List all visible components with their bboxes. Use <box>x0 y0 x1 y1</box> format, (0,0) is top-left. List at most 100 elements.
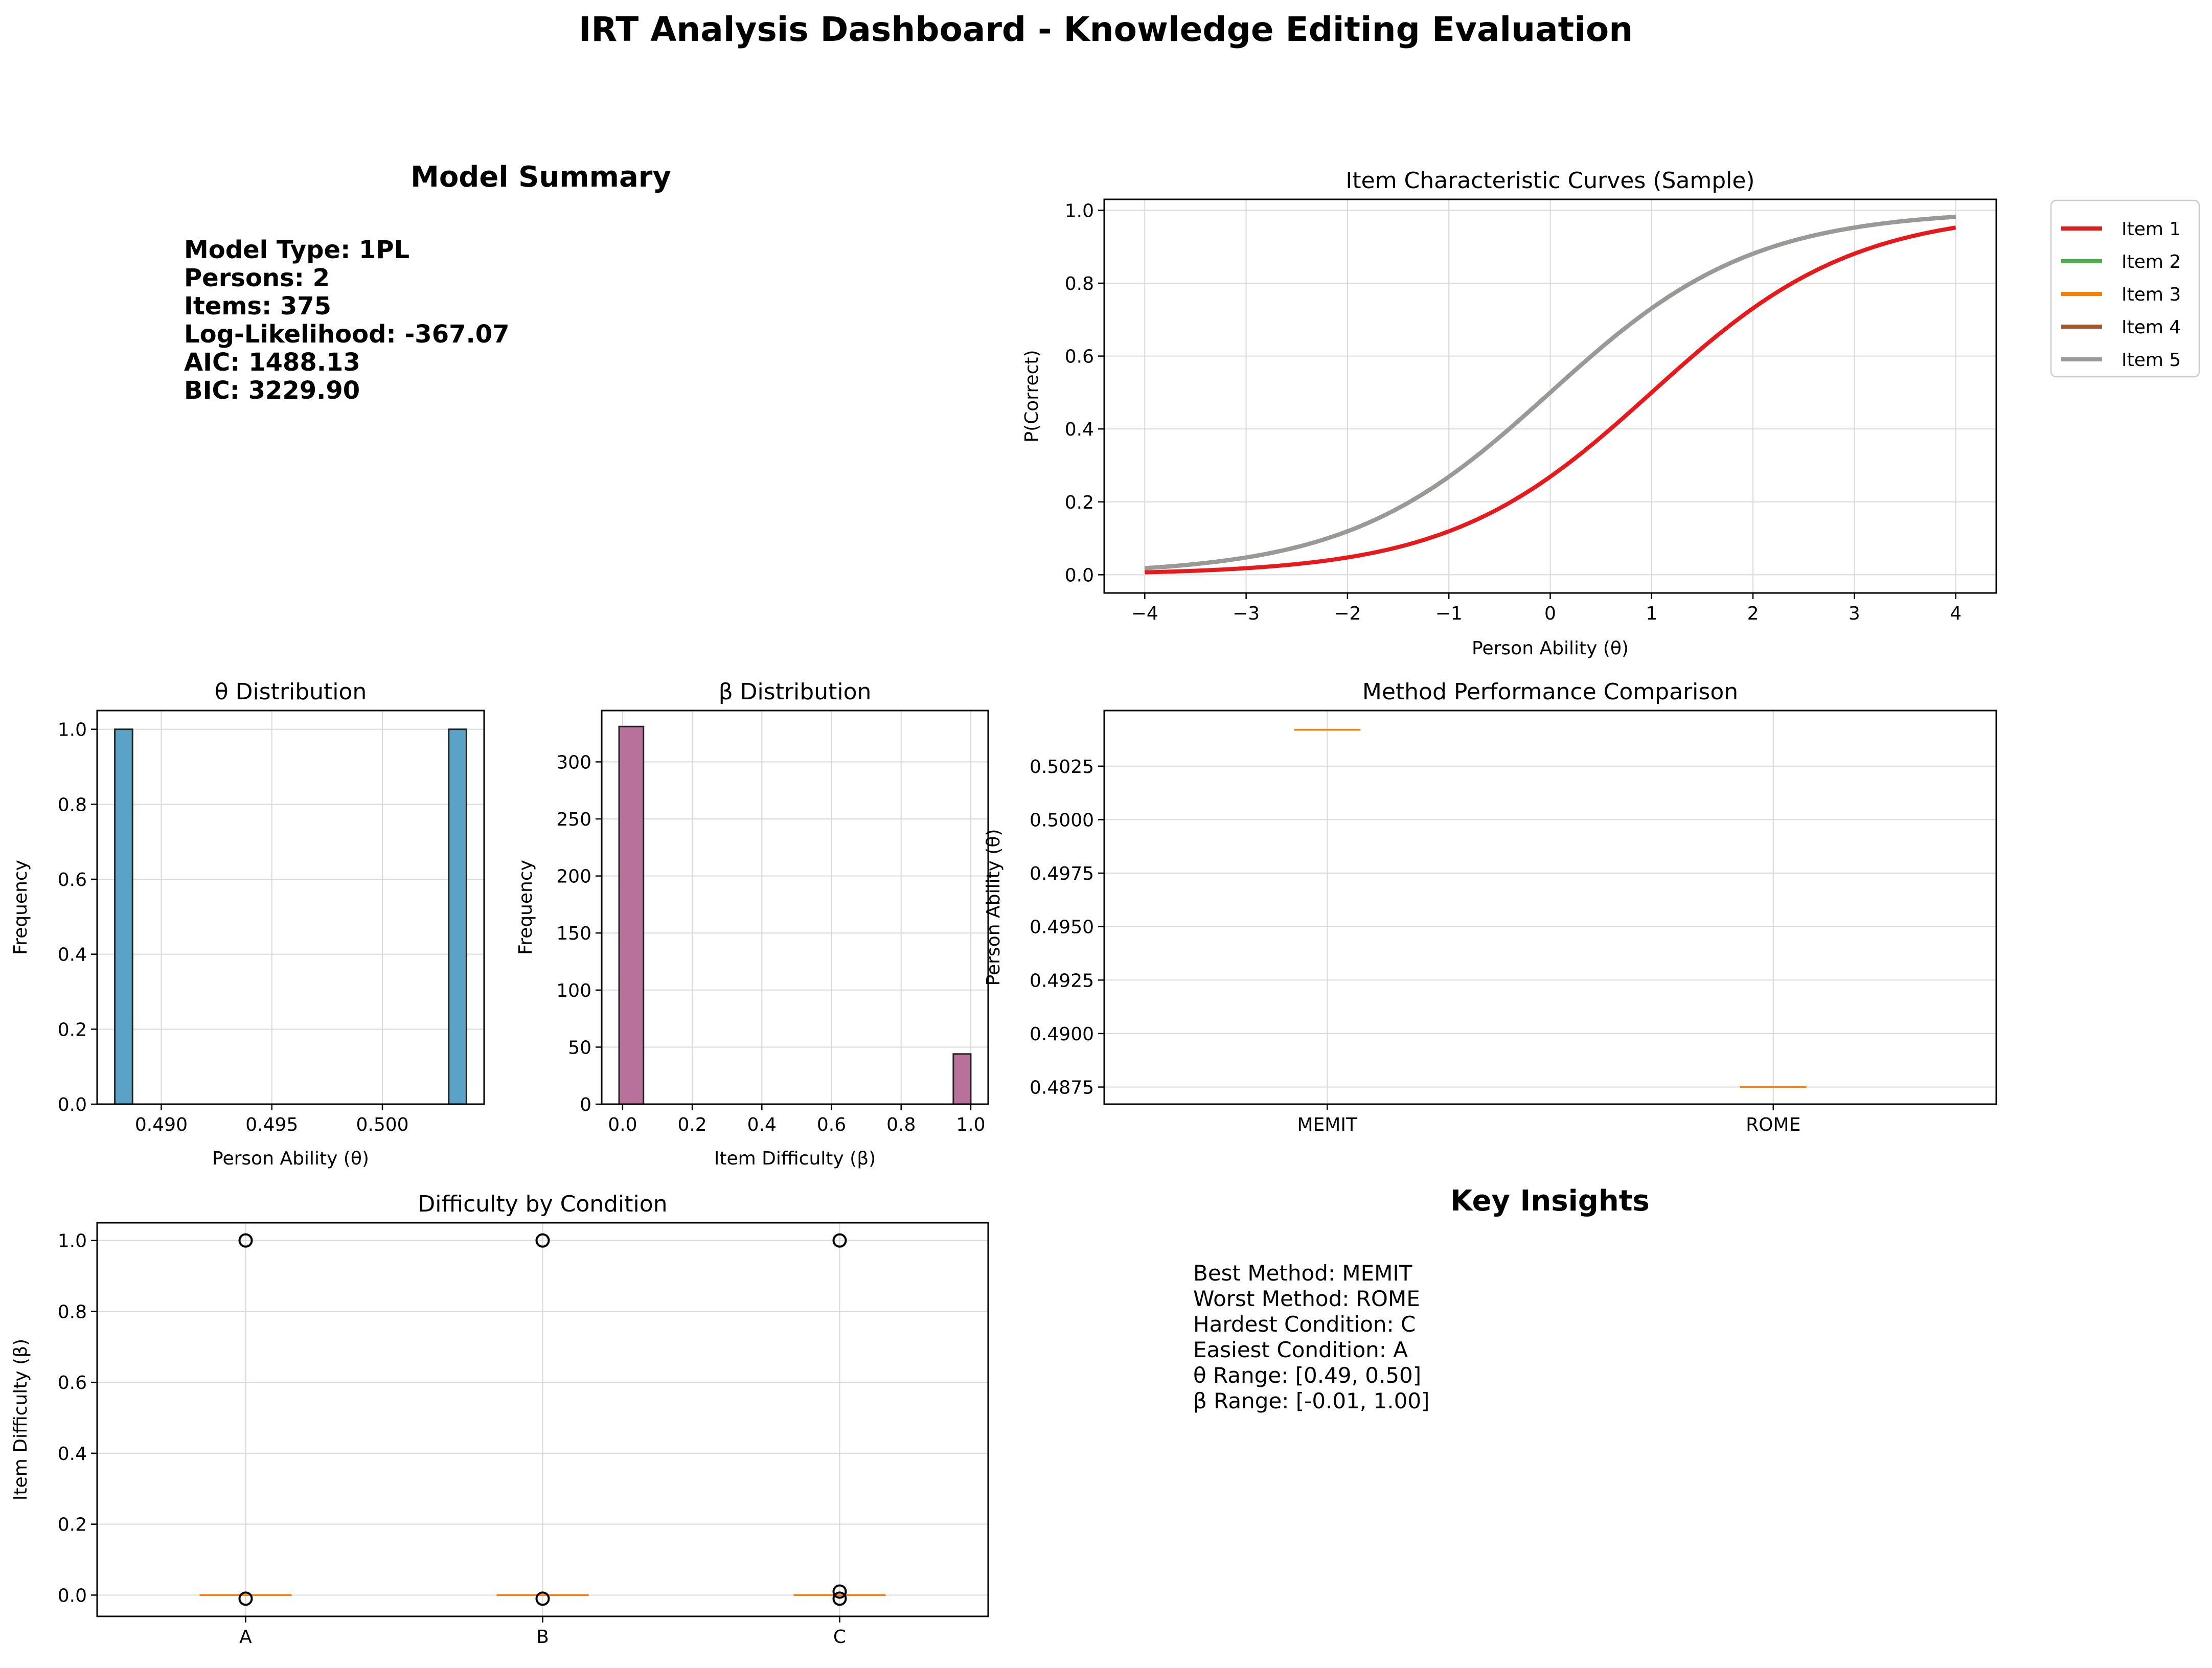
summary-items: Items: 375 <box>184 292 331 321</box>
theta-x-tick-label: 0.495 <box>245 1114 298 1135</box>
theta-y-tick-label: 0.2 <box>58 1019 87 1040</box>
condition-plot-frame <box>96 1222 989 1617</box>
method-y-tick-label: 0.4925 <box>1030 970 1094 991</box>
icc-x-tick-label: 3 <box>1849 603 1860 624</box>
summary-model-type: Model Type: 1PL <box>184 236 409 264</box>
method-title: Method Performance Comparison <box>1362 679 1738 705</box>
icc-x-tick-label: −4 <box>1131 603 1158 624</box>
icc-x-tick-label: −3 <box>1233 603 1260 624</box>
icc-legend-label: Item 2 <box>2122 252 2181 272</box>
charts-layer: 0.0 0.2 0.4 0.6 0.8 1.0 −4 −3 −2 −1 0 1 2 3 4 Item Char… <box>10 168 2200 1648</box>
theta-chart: 0.0 0.2 0.4 0.6 0.8 1.0 0.490 0.495 0.500 θ Distr… <box>10 679 485 1169</box>
theta-x-axis-label: Person Ability (θ) <box>212 1148 369 1169</box>
icc-x-tick-label: 0 <box>1544 603 1556 624</box>
beta-y-tick-label: 50 <box>568 1037 591 1058</box>
method-chart: 0.4875 0.4900 0.4925 0.4950 0.4975 0.5000 0.50… <box>983 679 1997 1135</box>
method-plot-frame <box>1103 710 1997 1105</box>
beta-y-axis-label: Frequency <box>515 860 536 955</box>
icc-legend-box <box>2050 199 2200 378</box>
key-insights-panel: Key Insights Best Method: MEMIT Worst Me… <box>1193 1184 1650 1413</box>
condition-outlier-point-C <box>832 1233 847 1248</box>
beta-y-tick-label: 250 <box>556 809 591 830</box>
method-y-tick-label: 0.4950 <box>1030 917 1094 938</box>
condition-y-tick-label: 0.4 <box>58 1444 87 1465</box>
method-x-tick-label: ROME <box>1746 1114 1800 1135</box>
icc-x-tick-label: 4 <box>1950 603 1962 624</box>
condition-y-tick-label: 0.8 <box>58 1301 87 1322</box>
dashboard-title: IRT Analysis Dashboard - Knowledge Editi… <box>579 10 1633 49</box>
beta-y-tick-label: 200 <box>556 866 591 887</box>
icc-chart: 0.0 0.2 0.4 0.6 0.8 1.0 −4 −3 −2 −1 0 1 2 3 4 Item Char… <box>1021 168 2200 659</box>
icc-legend-label: Item 4 <box>2122 317 2181 338</box>
condition-y-tick-label: 0.0 <box>58 1585 87 1606</box>
method-y-tick-label: 0.4900 <box>1030 1024 1094 1045</box>
icc-y-tick-label: 0.4 <box>1065 419 1094 440</box>
condition-outlier-point-B <box>535 1591 550 1606</box>
icc-legend-label: Item 5 <box>2122 350 2181 371</box>
condition-outlier-point-C <box>832 1584 847 1599</box>
theta-y-tick-label: 0.4 <box>58 945 87 966</box>
icc-y-tick-label: 0.0 <box>1065 565 1094 586</box>
model-summary-heading: Model Summary <box>411 161 671 194</box>
condition-outlier-point-C <box>832 1591 847 1606</box>
beta-x-tick-label: 0.8 <box>886 1114 916 1135</box>
method-y-tick-label: 0.4975 <box>1030 863 1094 884</box>
theta-plot-frame <box>96 710 485 1105</box>
insight-worst-method: Worst Method: ROME <box>1193 1286 1420 1311</box>
beta-x-tick-label: 1.0 <box>956 1114 985 1135</box>
condition-x-tick-label: C <box>833 1627 846 1648</box>
beta-y-tick-label: 0 <box>580 1094 591 1115</box>
beta-x-tick-label: 0.6 <box>817 1114 846 1135</box>
icc-legend-label: Item 1 <box>2122 219 2181 240</box>
icc-legend: Item 1 Item 2 Item 3 Item 4 Item 5 <box>2050 199 2200 378</box>
condition-y-axis-label: Item Difficulty (β) <box>10 1339 31 1500</box>
icc-y-tick-label: 1.0 <box>1065 200 1094 221</box>
condition-chart: 0.0 0.2 0.4 0.6 0.8 1.0 A B C Difficulty by Condi… <box>10 1191 989 1648</box>
method-y-axis-label: Person Ability (θ) <box>983 829 1004 986</box>
icc-series-line-item-5-top <box>1145 215 1956 570</box>
icc-y-axis-label: P(Correct) <box>1021 350 1042 442</box>
condition-y-tick-label: 0.2 <box>58 1515 87 1536</box>
icc-x-tick-label: −1 <box>1435 603 1463 624</box>
summary-log-likelihood: Log-Likelihood: -367.07 <box>184 320 510 349</box>
beta-x-axis-label: Item Difficulty (β) <box>714 1148 876 1169</box>
beta-y-tick-label: 300 <box>556 752 591 773</box>
theta-y-axis-label: Frequency <box>10 860 31 955</box>
icc-y-tick-label: 0.2 <box>1065 492 1094 513</box>
theta-y-tick-label: 1.0 <box>58 720 87 741</box>
key-insights-heading: Key Insights <box>1450 1184 1650 1218</box>
beta-y-tick-label: 100 <box>556 980 591 1001</box>
method-x-tick-label: MEMIT <box>1297 1114 1358 1135</box>
theta-x-tick-label: 0.490 <box>135 1114 188 1135</box>
condition-outlier-point-A <box>238 1591 253 1606</box>
theta-y-tick-label: 0.8 <box>58 794 87 815</box>
beta-title: β Distribution <box>719 679 872 705</box>
method-y-tick-label: 0.5000 <box>1030 810 1094 831</box>
model-summary-panel: Model Summary Model Type: 1PL Persons: 2… <box>184 161 671 405</box>
insight-easiest-condition: Easiest Condition: A <box>1193 1337 1408 1362</box>
icc-series-line-item-1 <box>1145 225 1956 575</box>
theta-y-tick-label: 0.6 <box>58 870 87 890</box>
theta-title: θ Distribution <box>215 679 367 705</box>
icc-y-tick-label: 0.6 <box>1065 347 1094 368</box>
beta-plot-frame <box>601 710 989 1105</box>
icc-x-axis-label: Person Ability (θ) <box>1472 638 1629 659</box>
icc-x-tick-label: 1 <box>1646 603 1657 624</box>
condition-y-tick-label: 0.6 <box>58 1373 87 1393</box>
condition-x-tick-label: B <box>536 1627 549 1648</box>
icc-y-tick-label: 0.8 <box>1065 273 1094 294</box>
icc-x-tick-label: 2 <box>1747 603 1759 624</box>
method-y-tick-label: 0.5025 <box>1030 757 1094 778</box>
beta-x-tick-label: 0.4 <box>747 1114 777 1135</box>
beta-histogram-bar <box>952 1053 972 1105</box>
beta-histogram-bar <box>618 725 645 1105</box>
condition-y-tick-label: 1.0 <box>58 1231 87 1252</box>
summary-aic: AIC: 1488.13 <box>184 348 360 377</box>
theta-histogram-bar <box>114 728 133 1105</box>
condition-title: Difficulty by Condition <box>418 1191 667 1217</box>
icc-plot-frame <box>1103 198 1997 594</box>
condition-outlier-point-A <box>238 1233 253 1248</box>
icc-title: Item Characteristic Curves (Sample) <box>1346 168 1754 194</box>
theta-x-tick-label: 0.500 <box>356 1114 408 1135</box>
